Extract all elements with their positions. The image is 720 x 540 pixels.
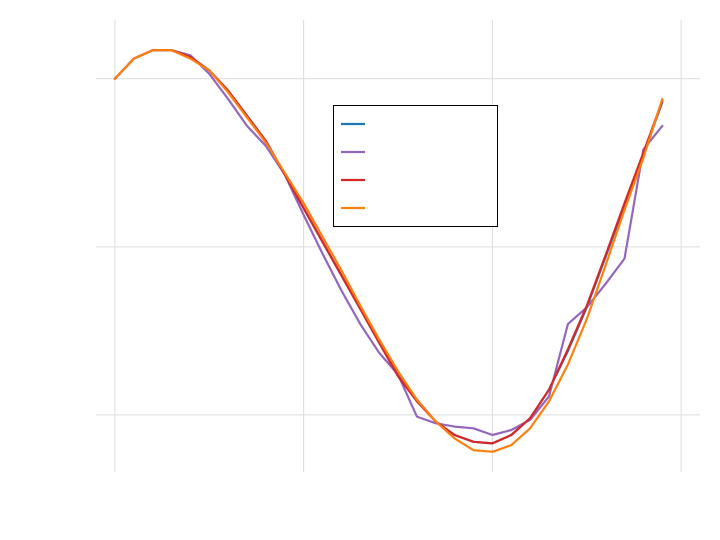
series-lines xyxy=(113,49,664,453)
series-line-4 xyxy=(113,49,664,453)
grid xyxy=(96,20,700,472)
legend-box xyxy=(333,105,498,227)
legend xyxy=(333,105,498,227)
series-line-2 xyxy=(113,49,664,437)
